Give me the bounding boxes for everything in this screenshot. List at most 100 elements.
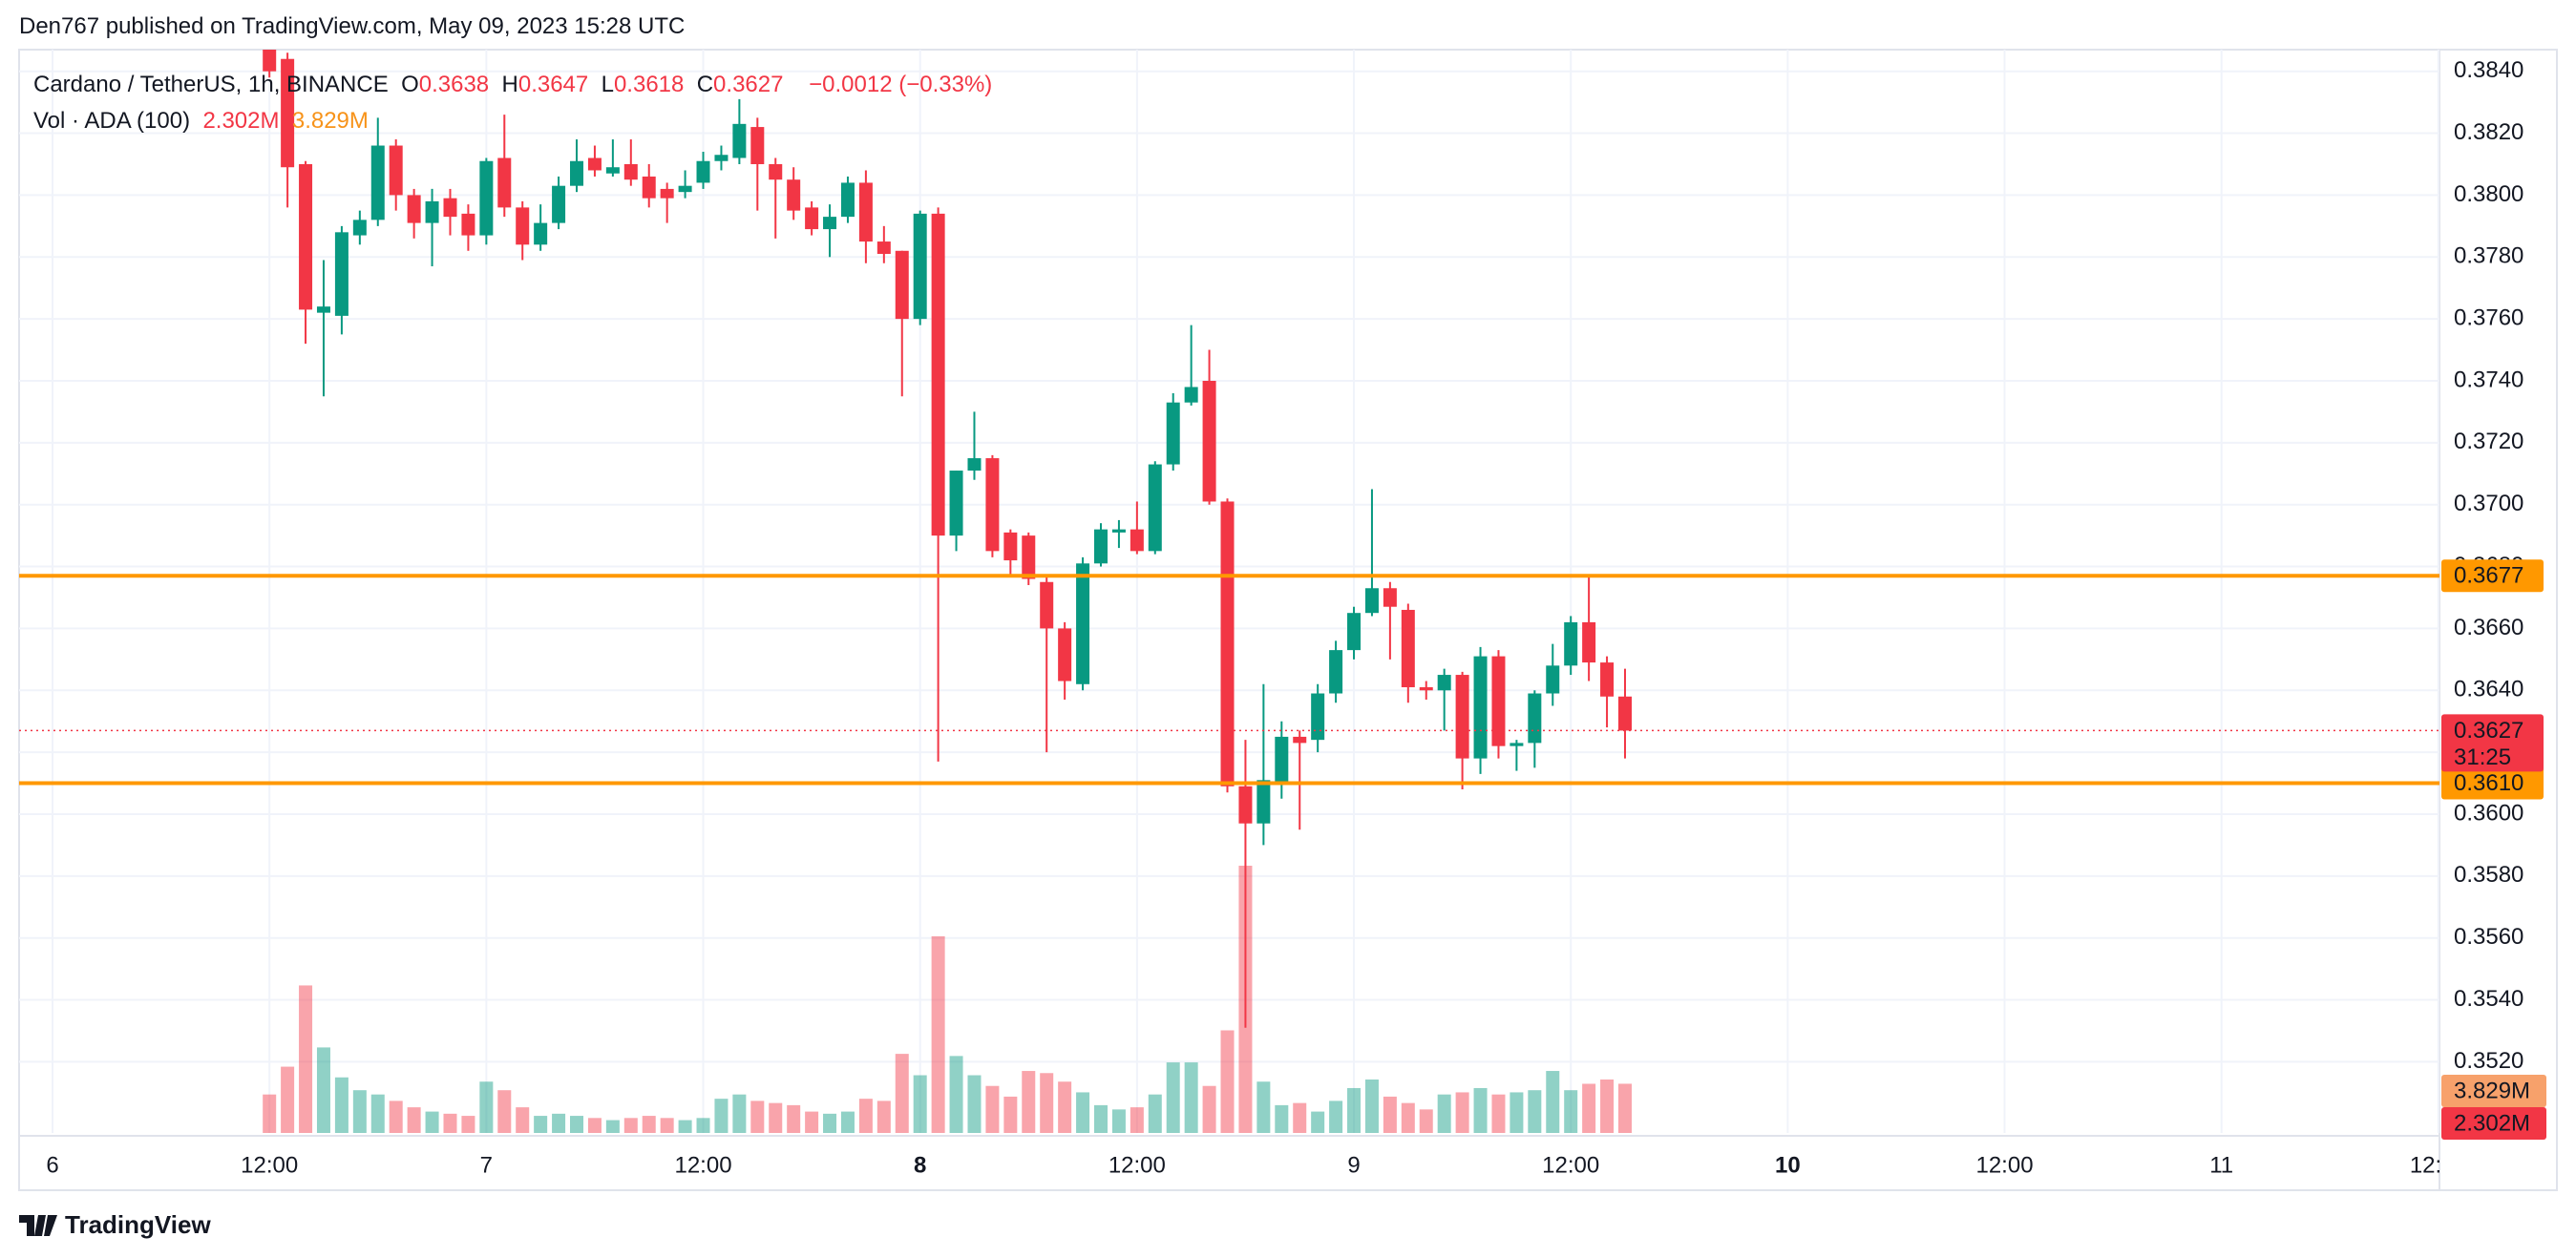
- ohlc-value: 0.3618: [613, 72, 685, 97]
- candle-body: [1003, 532, 1018, 561]
- candle-body: [787, 179, 801, 211]
- y-tick-label: 0.3840: [2454, 57, 2523, 83]
- candle-body: [570, 160, 584, 186]
- volume-bar: [552, 1113, 566, 1133]
- x-tick-label: 12:00: [1109, 1152, 1166, 1178]
- candle-body: [660, 188, 674, 199]
- candle-body: [678, 185, 692, 193]
- candle-body: [587, 157, 602, 171]
- y-tick-label: 0.3520: [2454, 1048, 2523, 1074]
- x-tick-label: 12:00: [241, 1152, 298, 1178]
- candle-body: [642, 176, 656, 199]
- volume-bar: [461, 1116, 475, 1133]
- volume-bar: [985, 1085, 1000, 1133]
- ohlc-value: 0.3627: [713, 72, 784, 97]
- volume-bar: [479, 1081, 494, 1133]
- volume-ma-tag: [2441, 1075, 2546, 1107]
- volume-bar: [1582, 1083, 1596, 1133]
- plot-layer: [19, 50, 2439, 1028]
- candle-body: [299, 163, 313, 310]
- publish-info: Den767 published on TradingView.com, May…: [19, 13, 686, 39]
- candle-body: [443, 198, 457, 218]
- candle-body: [1058, 628, 1072, 681]
- volume-bar: [1401, 1102, 1415, 1133]
- volume-layer: [263, 866, 1632, 1133]
- y-tick-label: 0.3640: [2454, 677, 2523, 702]
- level-tag: [2441, 766, 2544, 800]
- volume-bar: [281, 1066, 295, 1133]
- volume-bar: [1600, 1080, 1615, 1133]
- candle-body: [623, 163, 638, 180]
- candle-body: [497, 157, 512, 208]
- candle-body: [1582, 621, 1596, 663]
- price-legend: Cardano / TetherUS, 1h, BINANCE O0.3638 …: [33, 67, 992, 103]
- volume-bar: [299, 985, 313, 1133]
- candle-body: [1455, 675, 1469, 759]
- volume-bar: [1564, 1090, 1578, 1133]
- candle-body: [1293, 736, 1307, 744]
- candle-body: [1238, 786, 1253, 824]
- candle-body: [1022, 535, 1036, 579]
- volume-bar: [750, 1101, 765, 1133]
- x-tick-label: 7: [480, 1152, 493, 1178]
- candle-body: [1528, 693, 1542, 744]
- volume-bar: [696, 1118, 710, 1133]
- x-tick-label: 8: [914, 1152, 926, 1178]
- volume-ma-label: 3.829M: [2454, 1078, 2530, 1103]
- candle-body: [895, 250, 909, 320]
- volume-bar: [949, 1056, 963, 1133]
- volume-bar: [787, 1104, 801, 1133]
- y-tick-label: 0.3580: [2454, 862, 2523, 888]
- volume-bar: [678, 1120, 692, 1133]
- candle-body: [823, 217, 837, 230]
- volume-bar: [823, 1113, 837, 1133]
- volume-bar: [967, 1075, 982, 1133]
- candle-body: [1040, 581, 1054, 629]
- volume-bar: [534, 1116, 548, 1133]
- candle-body: [1617, 696, 1632, 731]
- change: −0.0012 (−0.33%): [809, 72, 993, 97]
- volume-bar: [587, 1118, 602, 1133]
- candle-body: [1364, 588, 1379, 614]
- volume-bar: [642, 1116, 656, 1133]
- candle-body: [461, 213, 475, 236]
- volume-ma: 3.829M: [291, 108, 369, 134]
- volume-bar: [1058, 1081, 1072, 1133]
- volume-bar: [1528, 1090, 1542, 1133]
- candle-body: [967, 458, 982, 472]
- candle-body: [352, 220, 367, 236]
- volume-bar: [1329, 1101, 1343, 1133]
- y-tick-label: 0.3660: [2454, 615, 2523, 640]
- footer: TradingView: [19, 1210, 211, 1240]
- volume-legend: Vol · ADA (100) 2.302M 3.829M: [33, 103, 992, 139]
- volume-bar: [895, 1054, 909, 1133]
- time-axis: 6 12:00 7 12:00 8 12:00 9 12:00 10 12:00 11 12:00: [46, 1152, 2439, 1178]
- candle-body: [1600, 662, 1615, 697]
- level-label: 0.3610: [2454, 770, 2523, 796]
- volume-bar: [1617, 1083, 1632, 1133]
- candle-body: [1347, 613, 1362, 651]
- candle-body: [334, 232, 348, 316]
- y-tick-label: 0.3760: [2454, 304, 2523, 330]
- ohlc-key: H: [501, 72, 518, 97]
- price-tag: [2441, 714, 2544, 772]
- volume-label: 2.302M: [2454, 1110, 2530, 1136]
- volume-bar: [714, 1099, 728, 1133]
- volume-bar: [1202, 1085, 1216, 1133]
- candle-body: [1510, 743, 1524, 746]
- candle-body: [1184, 387, 1198, 403]
- volume-bar: [1311, 1111, 1325, 1133]
- volume-bar: [1455, 1092, 1469, 1133]
- candle-body: [263, 50, 277, 72]
- candle-body: [876, 241, 891, 255]
- x-tick-label: 9: [1347, 1152, 1360, 1178]
- volume-bar: [1040, 1073, 1054, 1133]
- volume-bar: [334, 1077, 348, 1133]
- candle-body: [696, 160, 710, 183]
- ohlc-key: L: [601, 72, 614, 97]
- volume-bar: [1256, 1081, 1271, 1133]
- candle-body: [281, 58, 295, 168]
- candle-body: [1166, 402, 1180, 465]
- countdown: 31:25: [2454, 744, 2511, 770]
